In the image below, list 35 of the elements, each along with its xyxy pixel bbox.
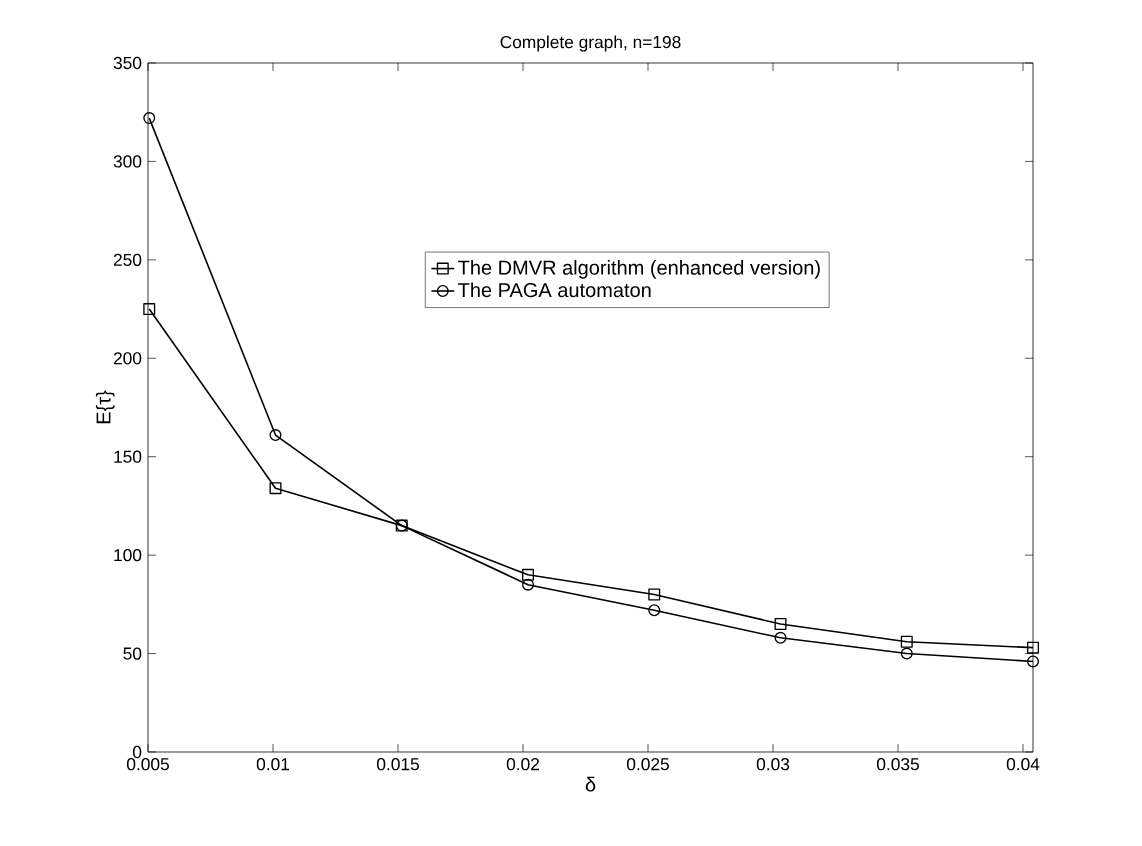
legend-label: The PAGA automaton [458, 282, 651, 298]
point [269, 429, 282, 442]
point [774, 631, 787, 644]
legend-label: The DMVR algorithm (enhanced version) [458, 260, 820, 279]
point [1027, 641, 1040, 654]
point [522, 568, 535, 581]
point [648, 588, 661, 601]
point [269, 482, 282, 495]
point [900, 635, 913, 648]
x-tick-label: 0.03 [756, 758, 790, 771]
y-tick-label: 150 [114, 450, 142, 463]
point [648, 604, 661, 617]
x-tick-label: 0.025 [626, 758, 669, 771]
x-tick-label: 0.035 [876, 758, 919, 771]
point [1027, 655, 1040, 668]
point [143, 303, 156, 316]
x-tick-label: 0.005 [126, 758, 169, 771]
y-axis-title: E{τ} [95, 390, 115, 424]
x-tick-label: 0.015 [376, 758, 419, 771]
point [900, 647, 913, 660]
y-tick-label: 100 [114, 549, 142, 562]
point [774, 618, 787, 631]
y-tick-label: 50 [123, 647, 142, 660]
point [522, 578, 535, 591]
x-axis-title: δ [585, 776, 596, 792]
y-tick-label: 250 [113, 253, 142, 266]
y-tick-label: 350 [113, 56, 142, 70]
x-tick-label: 0.01 [256, 758, 290, 771]
chart-title: Complete graph, n=198 [500, 35, 681, 52]
y-tick-label: 0 [132, 745, 142, 759]
x-tick-label: 0.02 [506, 758, 539, 771]
y-tick-label: 200 [113, 352, 142, 365]
y-tick-label: 300 [113, 155, 142, 168]
point [143, 112, 156, 125]
x-tick-label: 0.04 [1006, 758, 1040, 771]
